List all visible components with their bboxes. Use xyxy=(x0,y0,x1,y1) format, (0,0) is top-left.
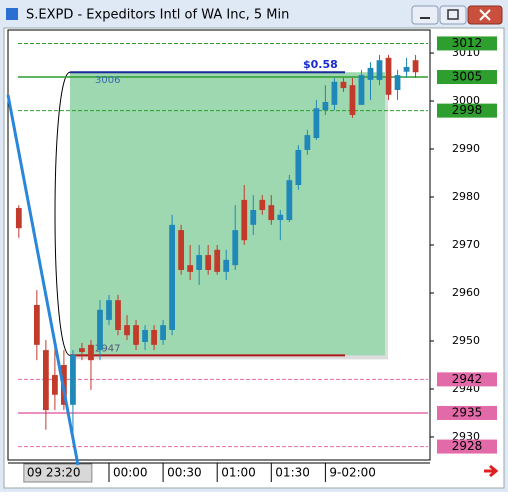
price-level-label: 2935 xyxy=(452,405,483,419)
price-level-label: 2998 xyxy=(452,103,483,117)
candle-body xyxy=(313,108,320,138)
candle-body xyxy=(295,149,302,186)
measure-bottom-label: 2947 xyxy=(95,343,120,354)
candle-body xyxy=(259,199,266,210)
candle-body xyxy=(88,344,94,361)
price-level-box xyxy=(437,439,497,454)
candle-body xyxy=(52,375,58,395)
candle-body xyxy=(133,325,139,345)
measure-bracket xyxy=(54,71,71,356)
candle-body xyxy=(196,255,203,270)
candle-body xyxy=(304,135,311,150)
measure-top-label: 3006 xyxy=(95,75,120,86)
candle-body xyxy=(358,75,365,105)
candle-body xyxy=(178,230,185,270)
close-icon xyxy=(479,9,491,21)
candle-body xyxy=(124,325,130,336)
candle-body xyxy=(151,329,157,345)
candle-body xyxy=(205,255,212,270)
candle-body xyxy=(322,101,329,111)
price-level-box xyxy=(437,372,497,387)
minimize-button[interactable] xyxy=(411,5,439,25)
y-tick-label: 2950 xyxy=(452,334,480,347)
y-tick-label: 2970 xyxy=(452,238,480,251)
maximize-button[interactable] xyxy=(439,5,467,25)
candle-body xyxy=(160,325,166,341)
candle-body xyxy=(403,66,410,72)
maximize-icon xyxy=(447,9,459,20)
candle-body xyxy=(33,304,40,345)
x-tick-label: 9-02:00 xyxy=(329,466,376,480)
candle-body xyxy=(394,75,401,90)
candle-body xyxy=(268,205,275,221)
candle-body xyxy=(367,67,374,80)
x-tick-label: 00:00 xyxy=(113,466,148,480)
price-level-label: 2942 xyxy=(452,372,483,386)
x-tick-label: 00:30 xyxy=(167,466,202,480)
candle-body xyxy=(70,354,76,405)
candle-body xyxy=(331,81,338,105)
cursor-label-box xyxy=(23,463,93,483)
trend-line xyxy=(6,94,80,466)
measure-box xyxy=(70,72,385,356)
price-level-box xyxy=(437,103,497,118)
y-tick-label: 2990 xyxy=(452,142,480,155)
measure-change-label: $0.58 xyxy=(303,58,338,71)
x-tick-label: 09 23:20 xyxy=(27,466,81,480)
y-tick-label: 2980 xyxy=(452,190,480,203)
candle-body xyxy=(376,60,383,80)
candle-body xyxy=(412,60,419,73)
window-title: S.EXPD - Expeditors Intl of WA Inc, 5 Mi… xyxy=(26,8,289,23)
price-level-box xyxy=(437,36,497,51)
x-tick-label: 01:30 xyxy=(275,466,310,480)
candle-body xyxy=(241,199,248,241)
candle-body xyxy=(115,300,121,330)
candle-body xyxy=(79,348,85,353)
candle-body xyxy=(223,259,230,272)
candle-body xyxy=(169,224,175,330)
price-level-label: 3012 xyxy=(452,36,483,50)
candle-body xyxy=(42,350,49,411)
candle-body xyxy=(250,209,257,225)
candle-body xyxy=(232,230,239,266)
y-tick-label: 2960 xyxy=(452,286,480,299)
price-level-box xyxy=(437,405,497,420)
price-level-label: 3005 xyxy=(452,70,483,84)
candle-body xyxy=(15,208,22,229)
candle-body xyxy=(286,180,293,221)
candle-body xyxy=(385,57,392,95)
candle-body xyxy=(340,81,347,89)
candle-body xyxy=(214,249,221,272)
scroll-arrow[interactable] xyxy=(484,464,499,478)
candle-body xyxy=(187,265,194,272)
price-level-label: 2928 xyxy=(452,439,483,453)
candle-body xyxy=(106,300,112,320)
candle-body xyxy=(97,309,103,351)
x-tick-label: 01:00 xyxy=(221,466,256,480)
candle-body xyxy=(142,329,148,342)
candle-body xyxy=(277,214,284,221)
price-level-box xyxy=(437,70,497,85)
candle-body xyxy=(349,85,356,115)
window-icon xyxy=(6,8,18,20)
